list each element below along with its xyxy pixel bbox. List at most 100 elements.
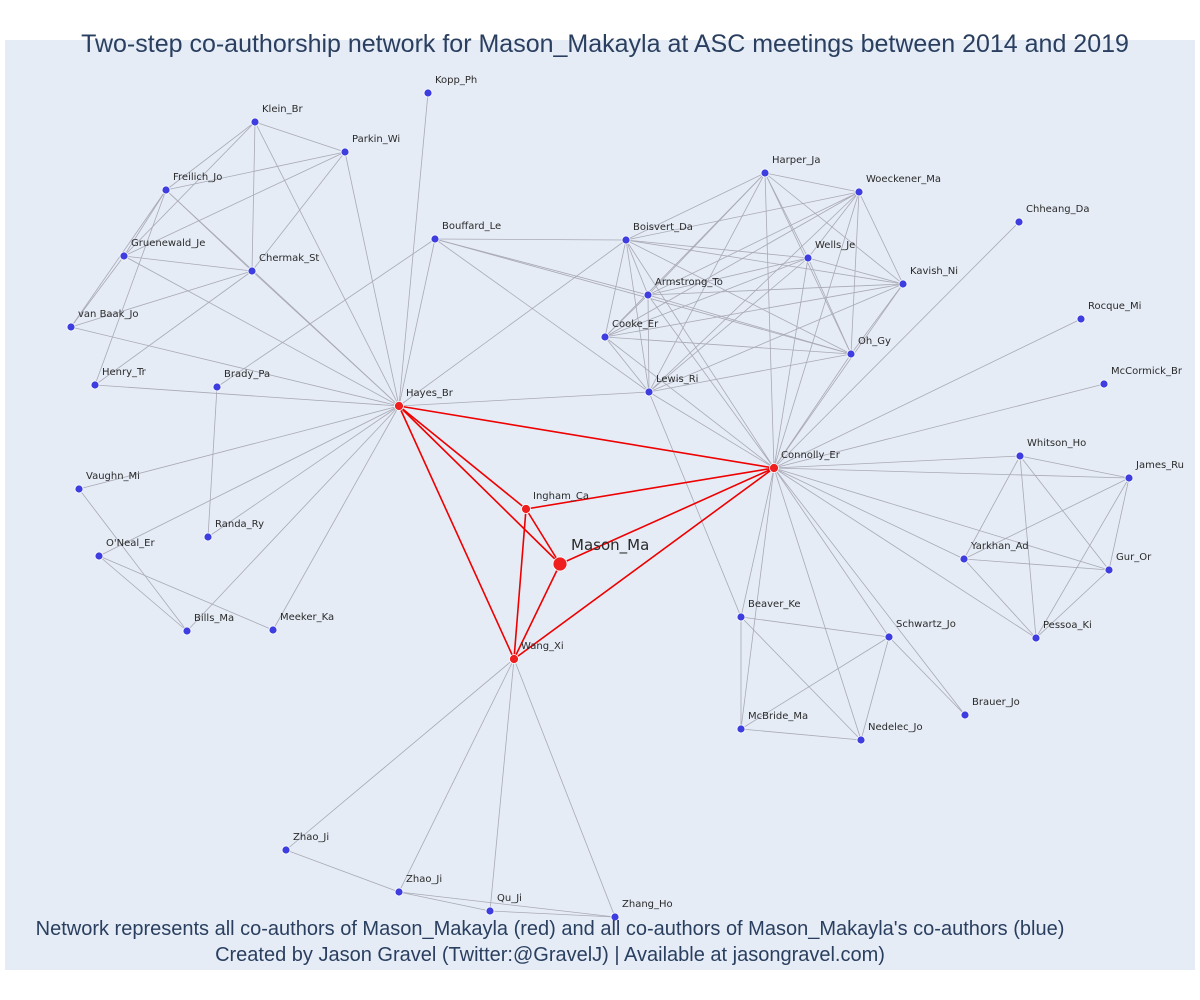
node-randa-ry[interactable]: Randa_Ry	[203, 519, 264, 542]
node-ingham-ca[interactable]: Ingham_Ca	[521, 491, 589, 514]
node-marker[interactable]	[247, 266, 257, 276]
node-marker[interactable]	[898, 279, 908, 289]
node-pessoa-ki[interactable]: Pessoa_Ki	[1031, 620, 1092, 643]
edge-brady-pa-bouffard-le	[216, 238, 436, 388]
node-van-baak-jo[interactable]: van Baak_Jo	[66, 309, 139, 332]
edge-james-ru-pessoa-ki	[1035, 477, 1130, 639]
node-marker[interactable]	[854, 187, 864, 197]
node-marker[interactable]	[394, 401, 404, 411]
node-klein-br[interactable]: Klein_Br	[250, 104, 303, 127]
node-gruenewald-je[interactable]: Gruenewald_Je	[119, 238, 205, 261]
node-marker[interactable]	[856, 735, 866, 745]
node-lewis-ri[interactable]: Lewis_Ri	[644, 374, 698, 397]
node-marker[interactable]	[644, 387, 654, 397]
node-marker[interactable]	[119, 251, 129, 261]
node-marker[interactable]	[394, 887, 404, 897]
node-james-ru[interactable]: James_Ru	[1124, 460, 1184, 483]
node-zhao-ji-1[interactable]: Zhao_Ji	[281, 832, 329, 855]
node-armstrong-to[interactable]: Armstrong_To	[643, 277, 723, 300]
node-kavish-ni[interactable]: Kavish_Ni	[898, 266, 958, 289]
node-marker[interactable]	[884, 632, 894, 642]
node-marker[interactable]	[66, 322, 76, 332]
node-marker[interactable]	[803, 253, 813, 263]
node-rocque-mi[interactable]: Rocque_Mi	[1076, 301, 1141, 324]
node-marker[interactable]	[74, 484, 84, 494]
node-chheang-da[interactable]: Chheang_Da	[1014, 204, 1089, 227]
node-marker[interactable]	[959, 554, 969, 564]
node-vaughn-mi[interactable]: Vaughn_Mi	[74, 471, 140, 494]
node-brady-pa[interactable]: Brady_Pa	[212, 369, 270, 392]
node-marker[interactable]	[94, 551, 104, 561]
node-marker[interactable]	[268, 625, 278, 635]
node-parkin-wi[interactable]: Parkin_Wi	[340, 134, 400, 157]
node-schwartz-jo[interactable]: Schwartz_Jo	[884, 619, 956, 642]
node-yarkhan-ad[interactable]: Yarkhan_Ad	[959, 541, 1029, 564]
node-qu-ji[interactable]: Qu_Ji	[485, 893, 522, 916]
node-hayes-br[interactable]: Hayes_Br	[394, 388, 454, 411]
node-nedelec-jo[interactable]: Nedelec_Jo	[856, 722, 923, 745]
node-marker[interactable]	[250, 117, 260, 127]
node-marker[interactable]	[736, 612, 746, 622]
node-marker[interactable]	[1104, 565, 1114, 575]
node-boisvert-da[interactable]: Boisvert_Da	[621, 222, 693, 245]
node-marker[interactable]	[1099, 379, 1109, 389]
node-woeckener-ma[interactable]: Woeckener_Ma	[854, 174, 941, 197]
node-bills-ma[interactable]: Bills_Ma	[182, 613, 234, 636]
node-wells-je[interactable]: Wells_Je	[803, 240, 855, 263]
node-marker[interactable]	[1014, 217, 1024, 227]
node-cooke-er[interactable]: Cooke_Er	[600, 319, 659, 342]
node-marker[interactable]	[182, 626, 192, 636]
node-marker[interactable]	[430, 234, 440, 244]
node-whitson-ho[interactable]: Whitson_Ho	[1015, 438, 1086, 461]
node-mason-ma[interactable]: Mason_Ma	[552, 536, 649, 572]
edge-connolly-er-lewis-ri	[648, 391, 775, 469]
node-wang-xi[interactable]: Wang_Xi	[509, 641, 564, 664]
node-marker[interactable]	[212, 382, 222, 392]
node-marker[interactable]	[161, 185, 171, 195]
node-marker[interactable]	[643, 290, 653, 300]
node-zhao-ji-2[interactable]: Zhao_Ji	[394, 874, 442, 897]
node-marker[interactable]	[509, 654, 519, 664]
edge-woeckener-ma-armstrong-to	[647, 191, 860, 296]
node-marker[interactable]	[485, 906, 495, 916]
node-marker[interactable]	[203, 532, 213, 542]
node-marker[interactable]	[769, 463, 779, 473]
node-marker[interactable]	[960, 710, 970, 720]
node-gur-or[interactable]: Gur_Or	[1104, 552, 1152, 575]
node-marker[interactable]	[1031, 633, 1041, 643]
node-bouffard-le[interactable]: Bouffard_Le	[430, 221, 501, 244]
node-zhang-ho[interactable]: Zhang_Ho	[610, 899, 673, 922]
edge-hayes-br-gruenewald-je	[123, 255, 400, 407]
node-marker[interactable]	[621, 235, 631, 245]
node-marker[interactable]	[340, 147, 350, 157]
node-marker[interactable]	[423, 88, 433, 98]
node-marker[interactable]	[281, 845, 291, 855]
node-marker[interactable]	[610, 912, 620, 922]
node-oh-gy[interactable]: Oh_Gy	[846, 336, 891, 359]
node-marker[interactable]	[1015, 451, 1025, 461]
node-marker[interactable]	[1076, 314, 1086, 324]
node-harper-ja[interactable]: Harper_Ja	[760, 155, 820, 178]
node-meeker-ka[interactable]: Meeker_Ka	[268, 612, 334, 635]
node-mcbride-ma[interactable]: McBride_Ma	[736, 711, 808, 734]
node-chermak-st[interactable]: Chermak_St	[247, 253, 319, 276]
node-marker[interactable]	[552, 556, 568, 572]
node-marker[interactable]	[760, 168, 770, 178]
node-label: Zhang_Ho	[622, 899, 673, 910]
node-marker[interactable]	[846, 349, 856, 359]
node-marker[interactable]	[90, 380, 100, 390]
node-brauer-jo[interactable]: Brauer_Jo	[960, 697, 1020, 720]
node-henry-tr[interactable]: Henry_Tr	[90, 367, 147, 390]
node-mccormick-br[interactable]: McCormick_Br	[1099, 366, 1183, 389]
edge-james-ru-yarkhan-ad	[963, 477, 1130, 560]
node-marker[interactable]	[736, 724, 746, 734]
node-beaver-ke[interactable]: Beaver_Ke	[736, 599, 801, 622]
node-kopp-ph[interactable]: Kopp_Ph	[423, 75, 477, 98]
node-marker[interactable]	[600, 332, 610, 342]
node-marker[interactable]	[521, 504, 531, 514]
node-marker[interactable]	[1124, 473, 1134, 483]
node-connolly-er[interactable]: Connolly_Er	[769, 450, 841, 473]
node-freilich-jo[interactable]: Freilich_Jo	[161, 172, 222, 195]
edge-hayes-br-van-baak-jo	[70, 326, 400, 407]
node-o-neal-er[interactable]: O'Neal_Er	[94, 538, 155, 561]
